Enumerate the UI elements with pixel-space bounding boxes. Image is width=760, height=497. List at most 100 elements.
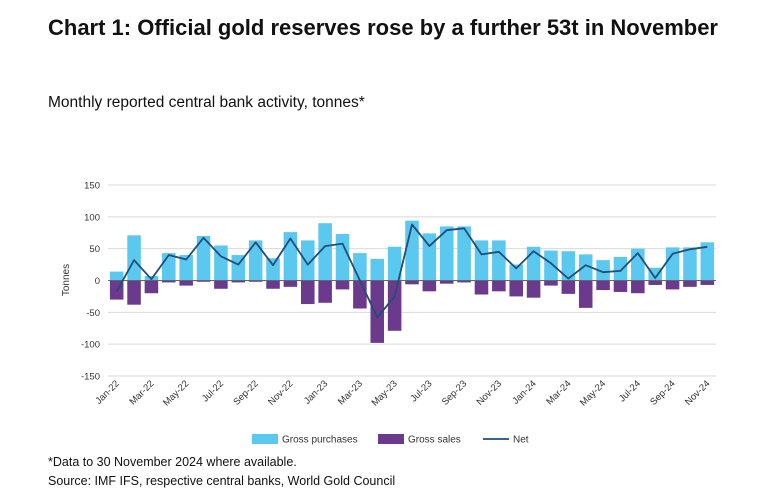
y-tick-label: -100	[81, 340, 100, 351]
bar-gross-purchases	[300, 240, 315, 281]
bar-gross-sales	[526, 280, 541, 298]
bar-gross-sales	[335, 280, 350, 290]
net-line-series	[115, 223, 708, 319]
bar-gross-sales	[231, 280, 246, 283]
x-tick-label: Jan-22	[93, 378, 121, 406]
x-tick-label: Nov-22	[266, 378, 295, 407]
bar-gross-purchases	[335, 234, 350, 281]
bar-gross-purchases	[370, 258, 385, 281]
bar-gross-purchases	[179, 255, 193, 281]
bar-gross-purchases	[700, 242, 715, 281]
bar-gross-sales	[613, 280, 628, 292]
bar-gross-purchases	[196, 235, 211, 281]
bar-gross-sales	[196, 280, 211, 282]
bar-gross-sales	[700, 280, 715, 285]
bar-gross-sales	[179, 280, 193, 286]
bar-gross-sales	[596, 280, 610, 291]
bar-gross-purchases	[457, 226, 471, 281]
bar-gross-purchases	[109, 271, 124, 281]
bar-gross-sales	[578, 280, 593, 308]
bar-gross-sales	[387, 280, 402, 331]
bar-gross-sales	[318, 280, 332, 303]
bar-gross-purchases	[613, 256, 628, 281]
x-tick-label: Jul-23	[408, 378, 434, 404]
x-tick-label: Nov-23	[475, 378, 504, 407]
bar-gross-sales	[144, 280, 159, 294]
bar-gross-purchases	[492, 240, 506, 281]
x-tick-label: Sep-24	[648, 378, 677, 407]
legend-label: Gross sales	[408, 435, 461, 446]
bar-gross-sales	[127, 280, 141, 305]
x-tick-label: Jul-24	[617, 378, 643, 404]
x-tick-label: Nov-24	[683, 378, 712, 407]
bar-gross-purchases	[214, 245, 228, 281]
x-tick-label: Mar-24	[544, 378, 573, 407]
bars	[109, 220, 715, 343]
bar-gross-sales	[544, 280, 558, 286]
bar-gross-purchases	[353, 253, 367, 281]
x-tick-label: May-22	[161, 378, 191, 408]
bar-gross-sales	[405, 280, 419, 285]
bar-gross-sales	[457, 280, 471, 283]
net-line	[115, 223, 708, 319]
y-tick-label: 50	[89, 244, 100, 255]
legend-swatch	[378, 434, 404, 444]
bar-gross-purchases	[596, 260, 610, 281]
x-tick-label: Jan-23	[302, 378, 330, 406]
x-tick-label: May-23	[370, 378, 400, 408]
bar-gross-sales	[353, 280, 367, 309]
bar-gross-purchases	[561, 251, 576, 281]
gold-reserves-chart: 150 100 50 0 -50 -100 -150 Tonnes Jan-22 Mar-22…	[61, 181, 716, 446]
bar-gross-purchases	[162, 253, 176, 281]
bar-gross-sales	[492, 280, 506, 292]
bar-gross-sales	[561, 280, 576, 294]
bar-gross-purchases	[266, 258, 280, 281]
bar-gross-purchases	[387, 246, 402, 281]
y-tick-labels: 150 100 50 0 -50 -100 -150	[81, 181, 100, 383]
bar-gross-sales	[214, 280, 228, 289]
x-tick-labels: Jan-22 Mar-22 May-22 Jul-22 Sep-22 Nov-22 Jan-…	[93, 378, 712, 408]
legend: Gross purchases Gross sales Net	[252, 434, 529, 446]
y-tick-label: 150	[84, 181, 100, 192]
source-note: Source: IMF IFS, respective central bank…	[48, 474, 396, 488]
bar-gross-sales	[422, 280, 437, 292]
bar-gross-sales	[283, 280, 298, 287]
bar-gross-sales	[266, 280, 280, 289]
bar-gross-sales	[648, 280, 662, 285]
y-axis-label: Tonnes	[61, 264, 72, 296]
bar-gross-purchases	[422, 233, 437, 281]
bar-gross-sales	[162, 280, 176, 283]
bar-gross-purchases	[544, 250, 558, 281]
bar-gross-sales	[370, 280, 385, 343]
bar-gross-purchases	[648, 267, 662, 281]
bar-gross-purchases	[318, 223, 332, 281]
bar-gross-purchases	[578, 254, 593, 281]
x-tick-label: Jul-22	[200, 378, 226, 404]
chart-subtitle: Monthly reported central bank activity, …	[48, 94, 365, 111]
x-tick-label: Mar-23	[336, 378, 365, 407]
bar-gross-sales	[300, 280, 315, 305]
x-tick-label: Sep-22	[231, 378, 260, 407]
bar-gross-purchases	[439, 226, 454, 281]
bar-gross-purchases	[665, 247, 680, 281]
bar-gross-sales	[474, 280, 489, 295]
bar-gross-purchases	[248, 240, 263, 281]
y-tick-label: -150	[81, 372, 100, 383]
x-tick-label: Sep-23	[440, 378, 469, 407]
legend-label: Gross purchases	[282, 435, 358, 446]
bar-gross-sales	[439, 280, 454, 284]
footnote: *Data to 30 November 2024 where availabl…	[48, 455, 297, 469]
bar-gross-purchases	[127, 235, 141, 281]
x-tick-label: Jan-24	[510, 378, 538, 406]
bar-gross-sales	[631, 280, 645, 294]
legend-label: Net	[513, 435, 529, 446]
legend-swatch	[252, 434, 278, 444]
y-tick-label: 0	[95, 276, 100, 287]
bar-gross-sales	[683, 280, 697, 287]
y-tick-label: -50	[86, 308, 100, 319]
bar-gross-purchases	[683, 247, 697, 281]
x-tick-label: Mar-22	[127, 378, 156, 407]
chart-title: Chart 1: Official gold reserves rose by …	[48, 15, 718, 40]
bar-gross-sales	[665, 280, 680, 290]
y-tick-label: 100	[84, 212, 100, 223]
